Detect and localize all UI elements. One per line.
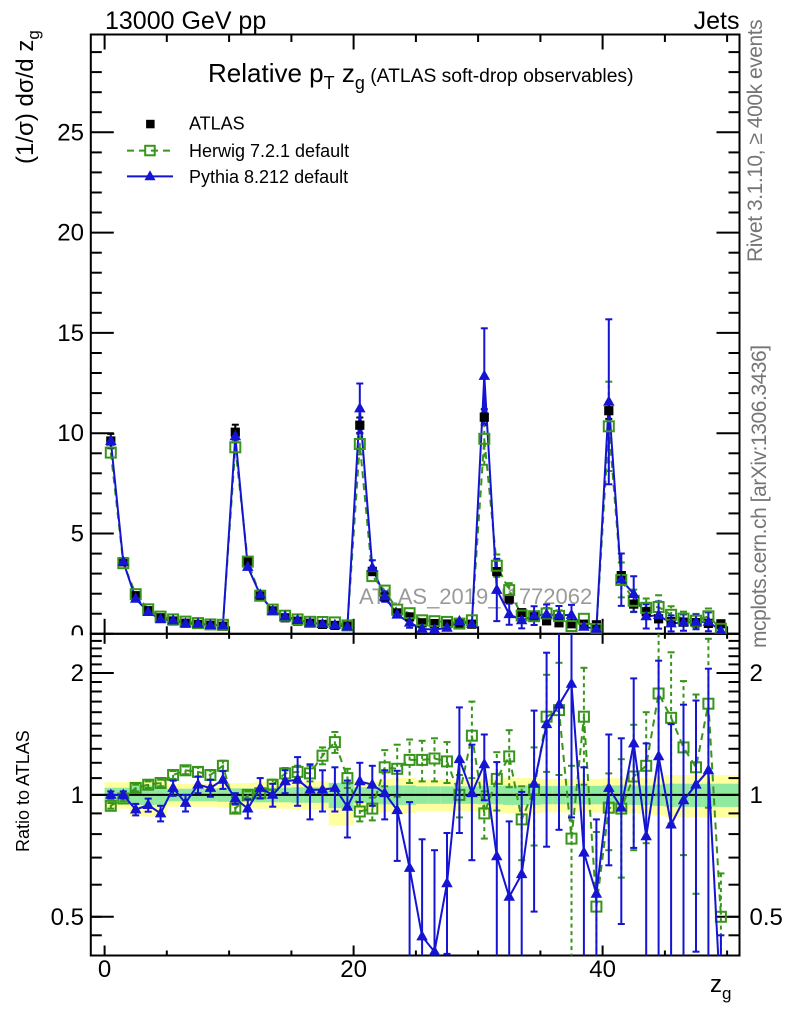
svg-text:Jets: Jets bbox=[694, 7, 740, 35]
svg-text:25: 25 bbox=[57, 119, 84, 146]
svg-text:g: g bbox=[722, 984, 731, 1003]
svg-text:z: z bbox=[710, 971, 722, 998]
svg-text:Ratio to ATLAS: Ratio to ATLAS bbox=[13, 730, 33, 852]
svg-text:Rivet 3.1.10, ≥ 400k events: Rivet 3.1.10, ≥ 400k events bbox=[744, 20, 767, 262]
svg-text:2: 2 bbox=[750, 660, 763, 687]
svg-text:1: 1 bbox=[71, 782, 84, 809]
svg-text:(1/σ) dσ/d zg: (1/σ) dσ/d zg bbox=[12, 30, 43, 164]
svg-text:20: 20 bbox=[340, 956, 367, 983]
svg-text:mcplots.cern.ch [arXiv:1306.34: mcplots.cern.ch [arXiv:1306.3436] bbox=[748, 345, 771, 648]
svg-text:10: 10 bbox=[57, 420, 84, 447]
svg-text:15: 15 bbox=[57, 320, 84, 347]
svg-text:0.5: 0.5 bbox=[51, 904, 84, 931]
svg-text:0.5: 0.5 bbox=[750, 904, 783, 931]
svg-text:20: 20 bbox=[57, 220, 84, 247]
svg-text:1: 1 bbox=[750, 782, 763, 809]
svg-text:5: 5 bbox=[71, 521, 84, 548]
svg-text:2: 2 bbox=[71, 660, 84, 687]
svg-text:0: 0 bbox=[98, 956, 111, 983]
svg-text:ATLAS: ATLAS bbox=[189, 114, 245, 134]
svg-text:13000 GeV pp: 13000 GeV pp bbox=[105, 7, 266, 35]
svg-text:Pythia 8.212 default: Pythia 8.212 default bbox=[189, 167, 348, 187]
svg-text:40: 40 bbox=[589, 956, 616, 983]
svg-text:Herwig 7.2.1 default: Herwig 7.2.1 default bbox=[189, 141, 349, 161]
